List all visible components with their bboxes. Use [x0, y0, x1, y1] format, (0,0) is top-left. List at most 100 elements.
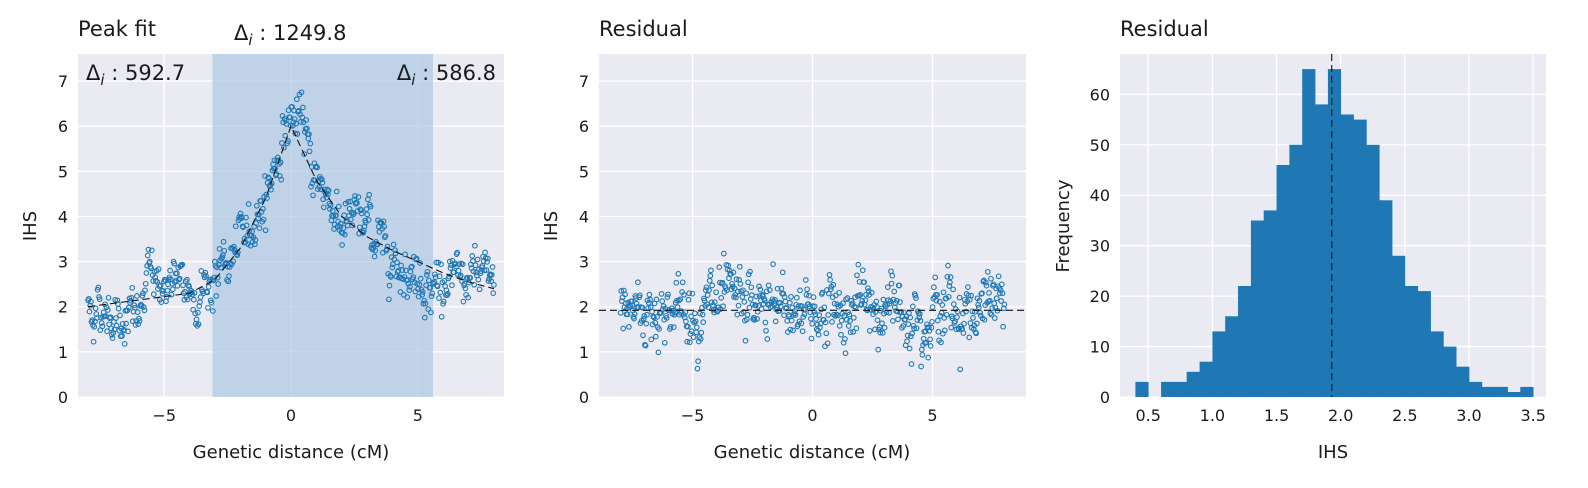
data-point	[230, 243, 237, 250]
data-point	[757, 286, 764, 293]
data-point	[365, 217, 372, 223]
data-point	[295, 108, 302, 114]
data-point	[136, 315, 142, 322]
y-tick-label: 2	[58, 298, 68, 317]
data-point	[788, 293, 794, 300]
data-point	[847, 318, 853, 324]
data-point	[92, 305, 99, 312]
x-tick-label: 1.0	[1200, 406, 1225, 425]
histogram-bar	[1315, 104, 1329, 398]
data-point	[720, 303, 726, 310]
data-point	[843, 316, 850, 323]
annotation-center: Δi : 1249.8	[234, 21, 346, 49]
data-point	[861, 279, 867, 286]
data-point	[745, 279, 751, 286]
data-point	[751, 317, 758, 323]
data-point	[845, 323, 852, 329]
data-point	[640, 315, 647, 322]
data-point	[636, 292, 643, 299]
data-point	[167, 267, 173, 274]
data-point	[264, 195, 270, 201]
data-point	[900, 323, 907, 329]
histogram-bars	[1135, 69, 1534, 398]
data-point	[822, 319, 829, 326]
data-point	[469, 253, 476, 259]
data-point	[407, 283, 413, 290]
data-point	[857, 292, 864, 298]
data-point	[482, 249, 488, 256]
data-point	[842, 336, 848, 342]
data-point	[811, 303, 818, 310]
data-point	[853, 325, 860, 332]
data-point	[963, 308, 969, 315]
histogram-bar	[1263, 210, 1277, 397]
x-tick-label: −5	[152, 406, 176, 425]
data-point	[179, 261, 186, 268]
data-point	[772, 318, 779, 325]
data-point	[990, 281, 997, 288]
data-point	[764, 336, 771, 342]
data-point	[117, 312, 123, 319]
data-point	[434, 283, 441, 290]
data-point	[832, 313, 839, 319]
data-point	[879, 330, 886, 336]
data-point	[182, 278, 189, 285]
data-point	[998, 298, 1005, 304]
data-point	[895, 316, 901, 323]
data-point	[735, 288, 741, 295]
data-point	[202, 269, 209, 276]
data-point	[740, 287, 746, 294]
data-point	[433, 259, 440, 266]
data-point	[793, 294, 800, 301]
data-point	[779, 269, 786, 276]
data-point	[709, 282, 716, 289]
data-point	[215, 281, 222, 287]
data-point	[349, 222, 356, 229]
data-point	[249, 228, 255, 235]
data-point	[944, 273, 951, 280]
data-point	[868, 289, 875, 296]
data-point	[86, 308, 93, 315]
data-point	[402, 251, 408, 258]
data-point	[648, 336, 655, 343]
data-point	[912, 292, 919, 299]
data-point	[762, 319, 769, 326]
y-tick-label: 4	[579, 207, 589, 226]
histogram-bar	[1250, 220, 1265, 397]
data-point	[825, 312, 832, 318]
data-point	[685, 323, 691, 330]
data-point	[123, 320, 129, 327]
data-point	[228, 261, 235, 268]
data-point	[330, 213, 337, 220]
data-point	[119, 333, 125, 339]
data-point	[148, 265, 154, 272]
data-point	[904, 332, 911, 339]
data-point	[145, 246, 152, 253]
data-point	[772, 296, 778, 303]
data-point	[139, 292, 146, 299]
data-point	[829, 319, 835, 325]
data-point	[699, 311, 706, 318]
data-point	[392, 247, 398, 253]
data-point	[134, 293, 140, 299]
data-point	[478, 268, 484, 274]
y-tick-label: 1	[58, 343, 68, 362]
data-point	[931, 284, 937, 291]
data-point	[881, 324, 888, 331]
data-point	[121, 341, 128, 347]
data-point	[695, 358, 701, 365]
data-point	[96, 296, 103, 303]
data-point	[718, 280, 725, 287]
data-point	[142, 287, 148, 294]
data-point	[476, 286, 483, 293]
data-point	[319, 179, 326, 186]
data-point	[318, 186, 324, 193]
x-tick-labels: −5 0 5	[152, 406, 422, 425]
data-point	[685, 296, 692, 303]
data-point	[475, 276, 482, 283]
data-point	[491, 282, 497, 288]
data-point	[174, 282, 181, 289]
data-point	[449, 282, 455, 289]
data-point	[748, 284, 755, 291]
y-tick-label: 20	[1090, 287, 1110, 306]
